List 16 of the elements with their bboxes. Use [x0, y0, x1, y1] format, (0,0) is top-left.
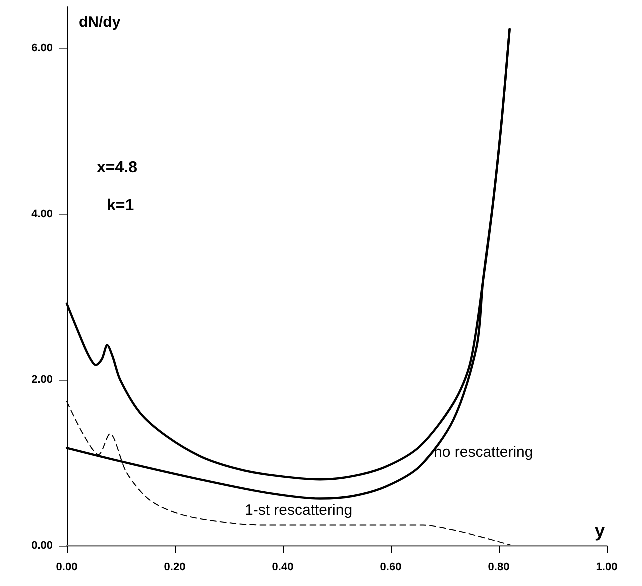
annotation: k=1 [107, 198, 134, 214]
y-tick-label: 0.00 [32, 540, 53, 552]
annotation: x=4.8 [97, 160, 138, 176]
y-tick-label: 4.00 [32, 208, 53, 220]
annotation: 1-st rescattering [245, 502, 353, 519]
y-axis-title: dN/dy [79, 14, 122, 31]
x-axis-title: y [595, 521, 606, 541]
x-tick-label: 1.00 [596, 562, 618, 574]
y-tick-label: 2.00 [32, 374, 53, 386]
y-tick-label: 6.00 [32, 42, 53, 54]
x-tick-label: 0.60 [380, 562, 402, 574]
x-tick-label: 0.40 [272, 562, 294, 574]
x-tick-label: 0.80 [488, 562, 510, 574]
annotation: no rescattering [434, 444, 534, 461]
x-tick-label: 0.20 [164, 562, 186, 574]
x-tick-label: 0.00 [56, 562, 78, 574]
